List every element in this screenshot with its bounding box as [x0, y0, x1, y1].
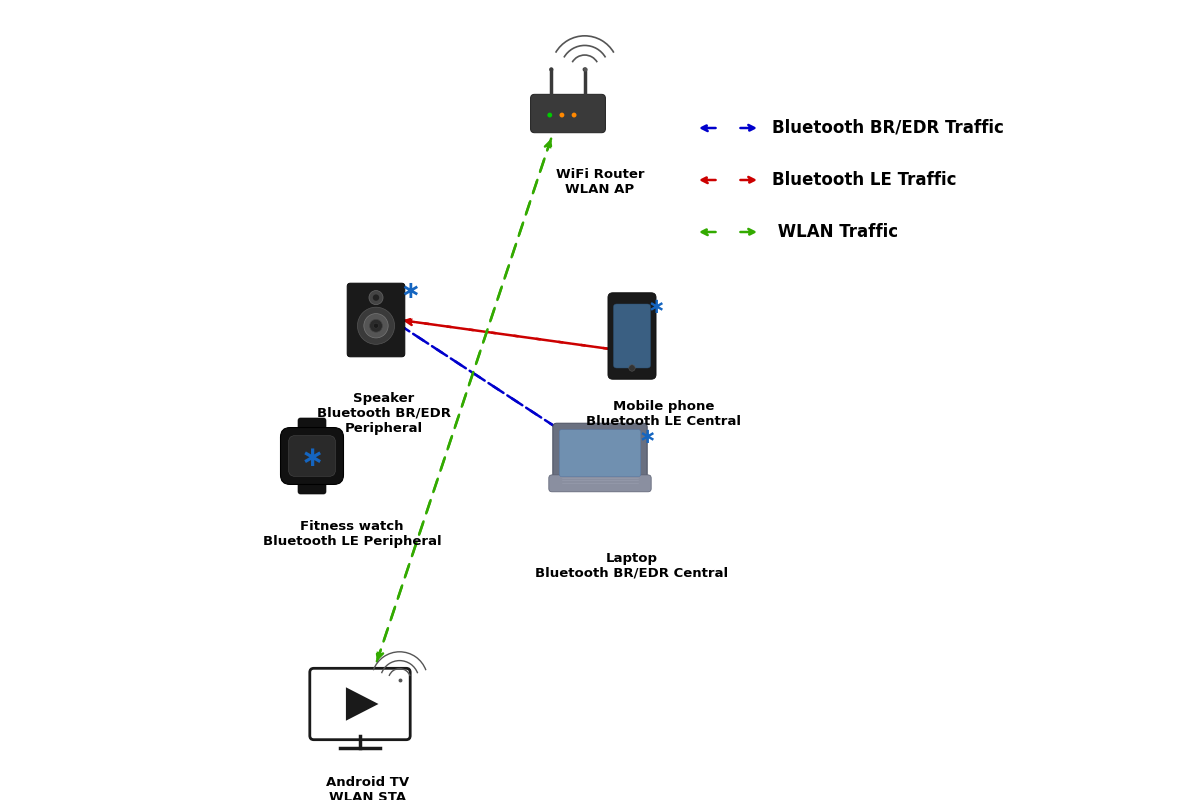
FancyBboxPatch shape — [288, 436, 336, 476]
FancyBboxPatch shape — [559, 430, 641, 477]
Circle shape — [364, 314, 388, 338]
Circle shape — [373, 294, 379, 301]
Circle shape — [370, 319, 383, 332]
Text: ∗: ∗ — [400, 279, 420, 303]
Circle shape — [629, 365, 635, 371]
FancyBboxPatch shape — [613, 304, 650, 368]
Text: Android TV
WLAN STA: Android TV WLAN STA — [326, 776, 409, 800]
Circle shape — [550, 67, 553, 71]
FancyBboxPatch shape — [548, 475, 652, 492]
Text: WLAN Traffic: WLAN Traffic — [772, 223, 898, 241]
FancyBboxPatch shape — [281, 427, 343, 485]
FancyBboxPatch shape — [530, 94, 606, 133]
Text: ∗: ∗ — [300, 443, 324, 471]
Circle shape — [368, 290, 383, 305]
FancyBboxPatch shape — [310, 668, 410, 740]
FancyBboxPatch shape — [298, 418, 326, 439]
Polygon shape — [346, 687, 378, 721]
Circle shape — [571, 113, 576, 118]
Circle shape — [582, 67, 587, 71]
Text: Speaker
Bluetooth BR/EDR
Peripheral: Speaker Bluetooth BR/EDR Peripheral — [317, 392, 451, 435]
Text: Bluetooth BR/EDR Traffic: Bluetooth BR/EDR Traffic — [772, 119, 1004, 137]
Text: Fitness watch
Bluetooth LE Peripheral: Fitness watch Bluetooth LE Peripheral — [263, 520, 442, 548]
Text: ∗: ∗ — [647, 297, 665, 317]
Text: Mobile phone
Bluetooth LE Central: Mobile phone Bluetooth LE Central — [587, 400, 742, 428]
Circle shape — [547, 113, 552, 118]
Text: WiFi Router
WLAN AP: WiFi Router WLAN AP — [556, 168, 644, 196]
Text: Bluetooth LE Traffic: Bluetooth LE Traffic — [772, 171, 956, 189]
FancyBboxPatch shape — [553, 423, 647, 482]
FancyBboxPatch shape — [298, 473, 326, 494]
FancyBboxPatch shape — [608, 293, 656, 379]
Text: ∗: ∗ — [638, 427, 655, 446]
FancyBboxPatch shape — [347, 283, 404, 357]
Circle shape — [373, 323, 378, 328]
Circle shape — [358, 307, 395, 344]
Text: Laptop
Bluetooth BR/EDR Central: Laptop Bluetooth BR/EDR Central — [535, 552, 728, 580]
Circle shape — [559, 113, 564, 118]
